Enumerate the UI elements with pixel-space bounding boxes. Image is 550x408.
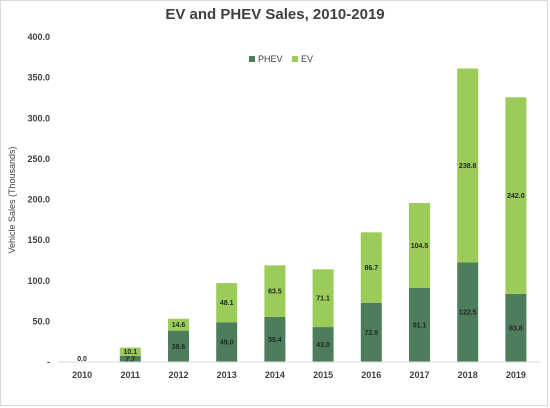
chart-title: EV and PHEV Sales, 2010-2019 xyxy=(165,6,385,23)
x-tick-label: 2016 xyxy=(361,370,381,380)
data-label-ev-2011: 10.1 xyxy=(123,349,137,356)
data-label-phev-2019: 83.8 xyxy=(509,325,523,332)
bar-phev-2012 xyxy=(168,330,189,362)
y-tick-label: - xyxy=(47,357,50,367)
y-tick-label: 300.0 xyxy=(27,113,50,123)
data-label-phev-2018: 122.5 xyxy=(459,310,477,317)
bar-ev-2012 xyxy=(168,318,189,331)
data-label-phev-2012: 38.6 xyxy=(172,344,186,351)
data-label-ev-2019: 242.0 xyxy=(507,193,525,200)
legend: PHEV EV xyxy=(249,54,313,64)
bar-phev-2017 xyxy=(409,287,430,362)
bar-phev-2016 xyxy=(360,302,382,362)
data-label-ev-2012: 14.6 xyxy=(172,322,186,329)
bar-ev-2017 xyxy=(409,203,430,288)
legend-label-ev: EV xyxy=(301,54,313,64)
bar-phev-2014 xyxy=(264,316,286,362)
bar-phev-2013 xyxy=(216,322,238,362)
y-tick-label: 400.0 xyxy=(27,32,50,42)
y-tick-label: 50.0 xyxy=(32,316,50,326)
x-tick-label: 2011 xyxy=(121,370,141,380)
bar-phev-2011 xyxy=(119,355,141,362)
x-tick-label: 2012 xyxy=(168,370,188,380)
bar-ev-2013 xyxy=(216,283,238,323)
bar-ev-2019 xyxy=(505,97,527,294)
data-label-phev-2015: 43.0 xyxy=(316,342,330,349)
x-tick-label: 2013 xyxy=(217,370,237,380)
data-label-ev-2016: 86.7 xyxy=(364,265,378,272)
x-tick-label: 2017 xyxy=(409,370,429,380)
data-label-phev-2017: 91.1 xyxy=(413,322,427,329)
y-axis-label: Vehicle Sales (Thousands) xyxy=(7,146,17,253)
bar-phev-2019 xyxy=(505,293,527,362)
data-label-ev-2014: 63.5 xyxy=(268,289,282,296)
bar-ev-2014 xyxy=(264,265,286,317)
x-tick-label: 2010 xyxy=(72,370,92,380)
bar-ev-2018 xyxy=(457,68,479,263)
legend-swatch-ev xyxy=(292,56,298,62)
x-axis: 2010 2011 2012 2013 2014 2015 2016 2017 2018 2019 xyxy=(58,361,540,380)
bar-phev-2015 xyxy=(312,327,334,362)
data-label-ev-2018: 238.8 xyxy=(459,163,477,170)
bar-ev-2016 xyxy=(360,232,382,303)
x-tick-label: 2015 xyxy=(313,370,333,380)
data-label-ev-2017: 104.5 xyxy=(411,243,429,250)
y-tick-label: 250.0 xyxy=(27,154,50,164)
bar-ev-2011 xyxy=(119,347,141,356)
x-tick-label: 2019 xyxy=(506,370,526,380)
y-tick-label: 150.0 xyxy=(27,235,50,245)
x-tick-label: 2014 xyxy=(265,370,285,380)
legend-label-phev: PHEV xyxy=(258,54,283,64)
bar-phev-2018 xyxy=(457,262,479,362)
data-label-ev-2010: 0.0 xyxy=(77,356,87,363)
y-tick-label: 100.0 xyxy=(27,276,50,286)
data-label-ev-2013: 48.1 xyxy=(220,300,234,307)
data-label-phev-2016: 72.9 xyxy=(364,330,378,337)
bar-ev-2015 xyxy=(312,269,334,328)
data-label-ev-2015: 71.1 xyxy=(316,296,330,303)
y-tick-label: 200.0 xyxy=(27,195,50,205)
bars: 0.0 7.710.1 38.6 14.6 49.0 48.1 55.4 63.5 43.0 71… xyxy=(77,68,527,363)
x-tick-label: 2018 xyxy=(458,370,478,380)
y-axis: - 50.0 100.0 150.0 200.0 250.0 300.0 350.0 400.0 xyxy=(27,32,50,367)
data-label-phev-2014: 55.4 xyxy=(268,337,282,344)
y-tick-label: 350.0 xyxy=(27,73,50,83)
legend-swatch-phev xyxy=(249,56,255,62)
data-label-phev-2013: 49.0 xyxy=(220,340,234,347)
data-label-phev-2011: 7.7 xyxy=(125,356,135,363)
